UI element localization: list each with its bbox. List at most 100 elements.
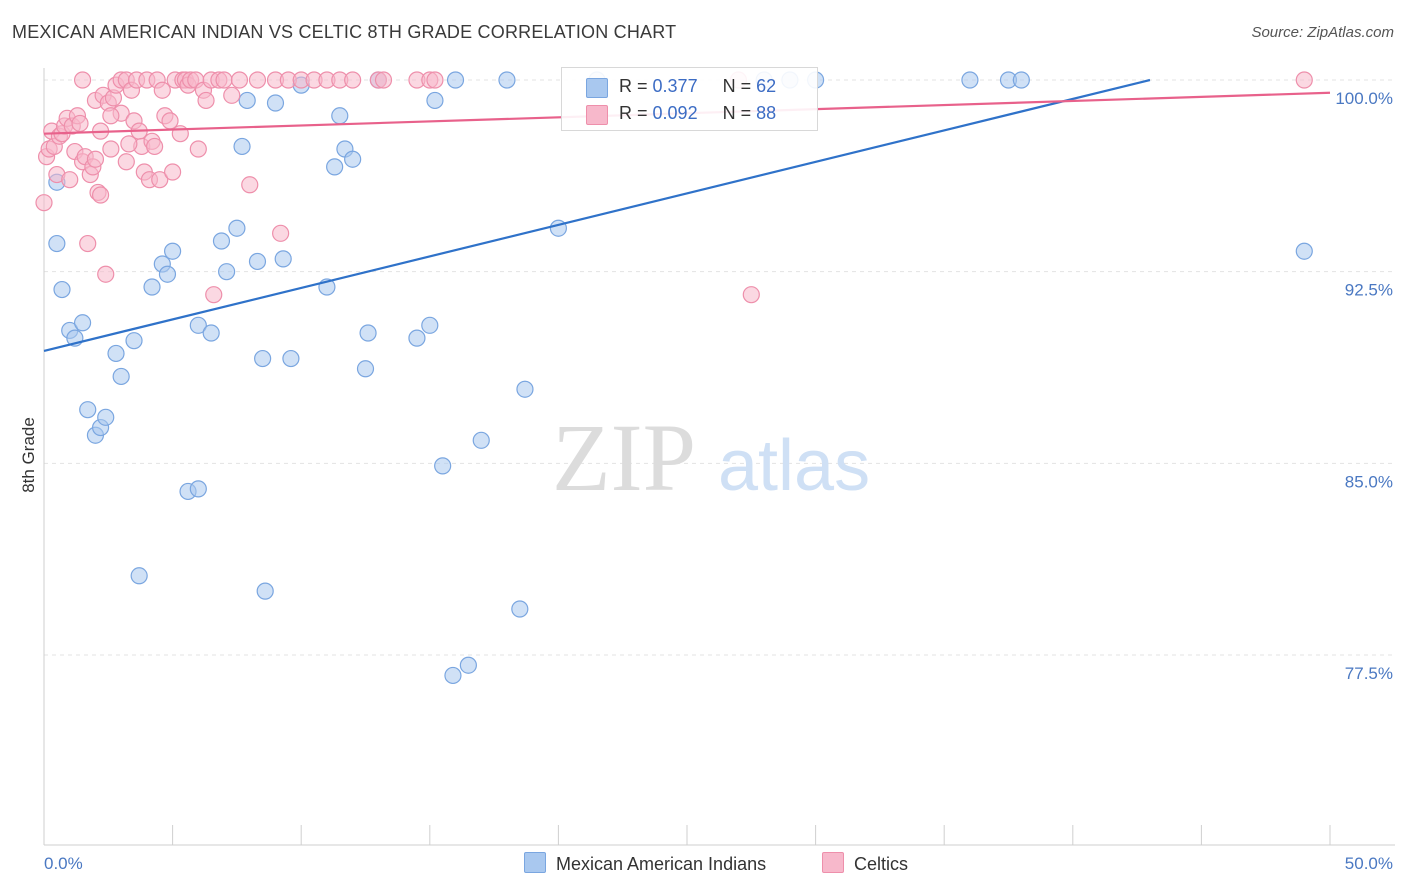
y-axis-title: 8th Grade (19, 417, 38, 493)
watermark: ZIP atlas (552, 404, 870, 511)
data-point (35, 194, 53, 212)
x-tick-label: 50.0% (1345, 854, 1393, 873)
data-point (421, 316, 439, 334)
data-point (71, 114, 89, 133)
data-point (331, 107, 349, 125)
data-point (230, 71, 249, 89)
data-point (459, 656, 477, 674)
data-point (326, 158, 344, 176)
data-point (344, 71, 362, 89)
data-point (202, 324, 220, 342)
data-point (189, 480, 207, 498)
legend-swatch-celtics (822, 852, 844, 873)
data-point (256, 582, 274, 600)
data-point (91, 186, 110, 204)
data-point (79, 401, 97, 419)
data-point (961, 71, 979, 89)
y-tick-label: 100.0% (1335, 89, 1393, 108)
data-point (102, 107, 120, 125)
data-point (205, 286, 223, 304)
data-point (233, 137, 251, 156)
n-value: 88 (756, 103, 777, 123)
data-point (158, 265, 177, 283)
legend-item-celtics[interactable]: Celtics (822, 852, 908, 875)
y-tick-label: 77.5% (1345, 664, 1393, 683)
data-point (145, 137, 164, 156)
data-point (130, 567, 148, 585)
data-point (197, 91, 215, 110)
data-point (248, 252, 267, 271)
data-point (61, 171, 79, 189)
data-point (426, 91, 444, 110)
data-point (79, 234, 97, 253)
y-tick-label: 92.5% (1345, 281, 1393, 300)
legend-item-mexican[interactable]: Mexican American Indians (524, 852, 766, 875)
legend-label-celtics: Celtics (854, 854, 909, 874)
data-point (282, 349, 300, 368)
data-point (241, 176, 259, 194)
x-tick-label: 0.0% (44, 854, 83, 873)
data-point (272, 224, 290, 242)
data-point (426, 71, 444, 89)
data-point (97, 265, 115, 283)
r-value: 0.092 (652, 103, 698, 123)
stats-legend: R = 0.377 N = 62 R = 0.092 N = 88 (561, 67, 818, 131)
source-label: Source: ZipAtlas.com (1251, 24, 1394, 41)
data-point (516, 380, 534, 398)
data-point (117, 153, 135, 171)
data-point (189, 140, 207, 158)
y-tick-labels: 77.5% 85.0% 92.5% 100.0% (1335, 89, 1393, 683)
data-point (742, 286, 760, 304)
series-celtics (35, 71, 1313, 304)
data-point (151, 171, 169, 189)
data-point (1295, 71, 1313, 89)
r-value: 0.377 (652, 76, 698, 96)
data-point (86, 150, 105, 168)
data-point (73, 314, 92, 332)
legend-swatch-mexican (586, 78, 608, 98)
data-point (274, 250, 292, 268)
data-point (374, 71, 393, 89)
n-label: N = (722, 76, 752, 96)
data-point (408, 329, 426, 347)
data-point (125, 332, 143, 350)
chart-title: MEXICAN AMERICAN INDIAN VS CELTIC 8TH GR… (12, 22, 677, 42)
data-point (164, 163, 182, 181)
data-point (446, 71, 465, 89)
series-legend: Mexican American Indians Celtics (0, 852, 1406, 878)
legend-label-mexican: Mexican American Indians (556, 854, 767, 874)
series-mexican-american-indians (48, 71, 1313, 685)
data-point (143, 278, 161, 296)
data-point (359, 324, 377, 342)
data-point (1012, 71, 1030, 89)
data-point (223, 86, 241, 104)
data-point (356, 360, 375, 378)
trend-line-mexican (43, 78, 1151, 352)
data-point (228, 219, 246, 237)
watermark-zip: ZIP (552, 404, 696, 511)
data-point (112, 367, 130, 386)
y-tick-label: 85.0% (1345, 472, 1393, 491)
data-point (444, 666, 462, 685)
grid-lines (44, 79, 1395, 656)
n-value: 62 (756, 76, 777, 96)
r-label: R = (619, 76, 648, 96)
data-point (212, 232, 231, 250)
data-point (102, 140, 120, 158)
data-point (107, 344, 125, 363)
x-tick-labels: 0.0% 50.0% (44, 854, 1393, 873)
data-point (254, 349, 272, 368)
data-point (511, 600, 529, 618)
data-point (266, 94, 285, 112)
data-point (164, 242, 182, 260)
data-point (215, 71, 233, 89)
data-point (218, 263, 236, 281)
n-label: N = (722, 103, 752, 123)
legend-swatch-celtics (586, 105, 608, 125)
data-points (35, 71, 1313, 685)
data-point (48, 234, 66, 253)
watermark-atlas: atlas (718, 426, 870, 506)
data-point (344, 150, 362, 168)
data-point (73, 71, 92, 89)
